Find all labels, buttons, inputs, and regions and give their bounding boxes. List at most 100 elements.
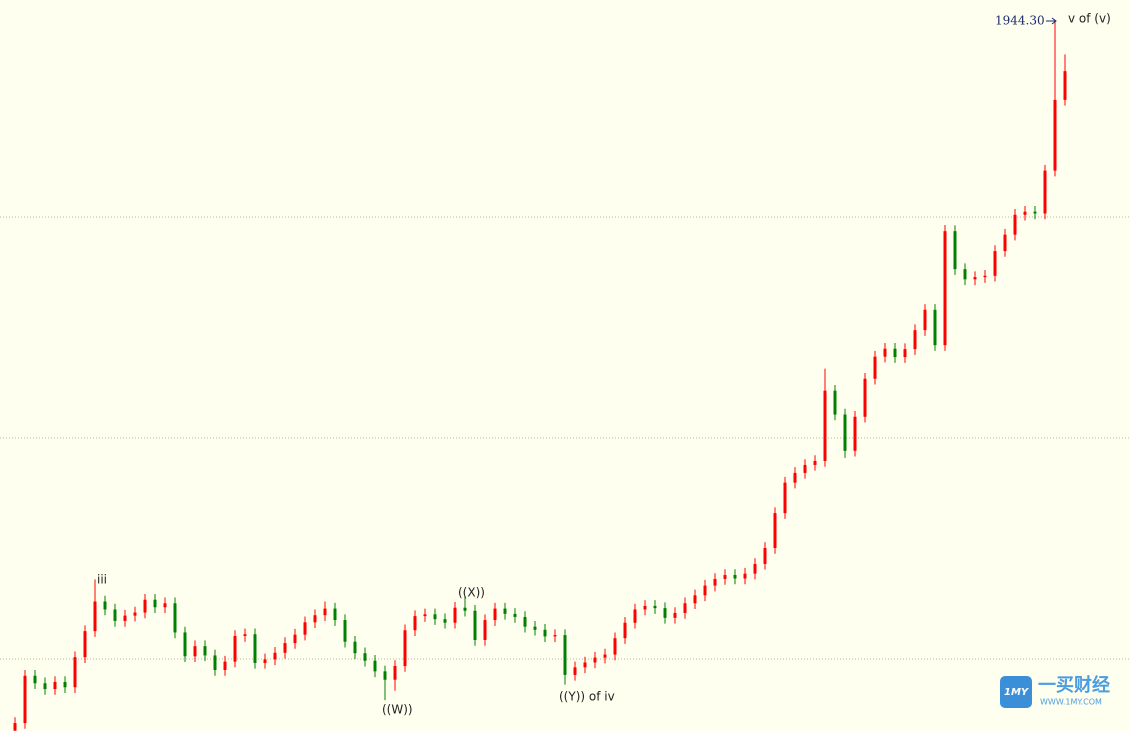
wave-label: v of (v) (1068, 12, 1111, 26)
candle-body (313, 615, 317, 623)
candle-body (273, 652, 277, 660)
candle-body (683, 603, 687, 613)
candle-body (1053, 99, 1057, 171)
candle-body (413, 616, 417, 631)
candles (13, 21, 1067, 731)
candle-body (223, 661, 227, 671)
candle-body (513, 613, 517, 617)
candle-body (603, 654, 607, 658)
candle-body (1063, 71, 1067, 100)
wave-label: iii (97, 573, 107, 587)
logo-url: WWW.1MY.COM (1040, 698, 1102, 707)
candle-body (833, 390, 837, 415)
candle-body (483, 620, 487, 640)
candle-body (943, 231, 947, 346)
candle-body (813, 460, 817, 465)
candle-body (193, 646, 197, 657)
candle-body (803, 464, 807, 473)
candle-body (773, 513, 777, 549)
candle-body (863, 378, 867, 417)
candle-body (363, 653, 367, 661)
candle-body (883, 348, 887, 357)
candle-body (383, 671, 387, 680)
candle-body (263, 659, 267, 663)
candle-body (523, 616, 527, 627)
candle-body (123, 615, 127, 621)
candle-body (723, 574, 727, 579)
candle-body (453, 607, 457, 623)
candle-body (563, 635, 567, 675)
candle-body (973, 277, 977, 280)
candle-body (203, 646, 207, 656)
wave-label: ((X)) (458, 586, 485, 600)
candle-body (93, 601, 97, 632)
candle-body (893, 348, 897, 358)
candle-body (503, 608, 507, 614)
candle-body (433, 614, 437, 620)
candle-body (323, 608, 327, 616)
candle-body (353, 641, 357, 654)
candle-body (493, 608, 497, 621)
candle-body (253, 634, 257, 663)
candle-body (293, 634, 297, 644)
candle-body (743, 573, 747, 579)
candle-body (403, 630, 407, 667)
candle-body (873, 356, 877, 379)
candle-body (923, 309, 927, 331)
candle-body (903, 349, 907, 358)
candle-body (143, 599, 147, 613)
candle-body (23, 675, 27, 724)
candle-body (963, 269, 967, 280)
candle-body (573, 667, 577, 675)
candle-body (953, 231, 957, 270)
candle-body (83, 631, 87, 658)
candle-body (133, 612, 137, 616)
candle-body (153, 599, 157, 608)
candle-body (443, 619, 447, 623)
candle-body (983, 275, 987, 278)
candle-body (693, 595, 697, 604)
candle-body (233, 635, 237, 662)
candle-body (1013, 214, 1017, 235)
candle-body (343, 620, 347, 642)
candle-body (63, 681, 67, 688)
wave-label: ((W)) (382, 703, 413, 717)
candle-body (333, 608, 337, 621)
logo-mark: 1MY (1004, 687, 1030, 698)
candle-body (43, 683, 47, 690)
candle-body (593, 657, 597, 663)
candle-body (613, 638, 617, 655)
candle-body (533, 626, 537, 630)
candle-body (633, 609, 637, 623)
candle-body (163, 603, 167, 608)
candle-body (33, 675, 37, 684)
wave-label: ((Y)) of iv (559, 690, 615, 704)
candle-body (543, 629, 547, 637)
candle-body (473, 610, 477, 640)
candle-body (1033, 211, 1037, 214)
candle-body (663, 608, 667, 618)
candle-body (113, 609, 117, 621)
candle-body (993, 251, 997, 276)
candle-body (823, 390, 827, 461)
candle-body (713, 578, 717, 586)
candle-body (933, 309, 937, 346)
candle-body (283, 643, 287, 653)
candle-body (673, 612, 677, 618)
candle-body (643, 605, 647, 610)
candle-body (793, 472, 797, 483)
candle-body (103, 601, 107, 610)
logo-name: 一买财经 (1038, 674, 1110, 696)
candle-body (553, 635, 557, 637)
candle-body (73, 657, 77, 688)
candle-body (623, 622, 627, 639)
logo-icon (1000, 676, 1032, 708)
watermark: 1MY 一买财经 WWW.1MY.COM (1000, 674, 1110, 708)
candle-body (853, 416, 857, 451)
candle-body (373, 660, 377, 672)
candle-body (733, 574, 737, 579)
candle-body (463, 607, 467, 611)
candle-body (783, 482, 787, 514)
